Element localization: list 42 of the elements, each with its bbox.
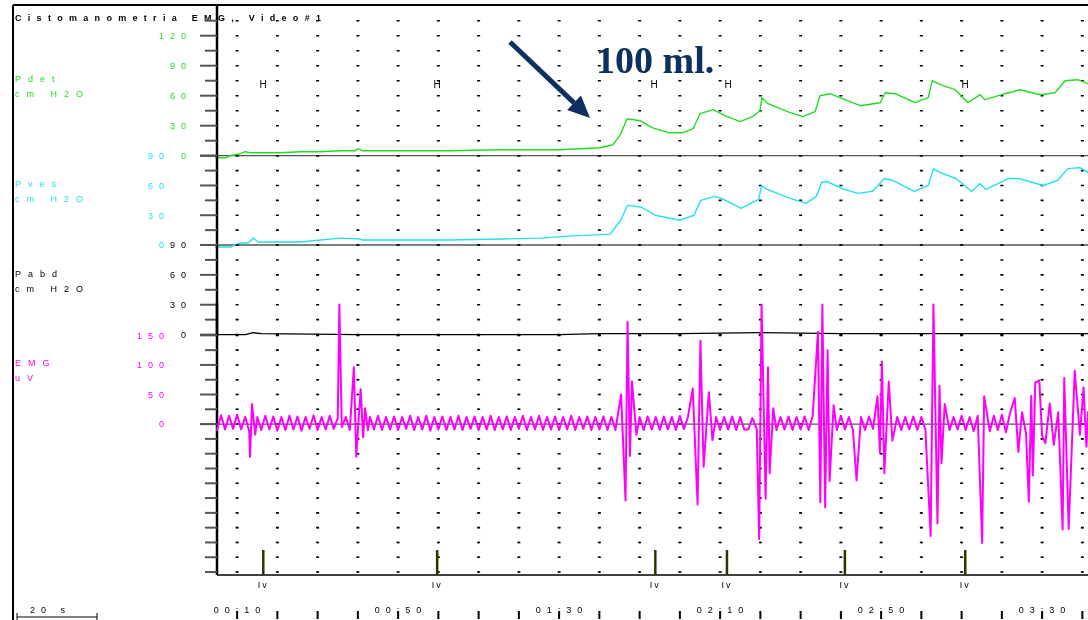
line-series — [216, 79, 1088, 159]
y-tick-label: 60 — [147, 180, 170, 191]
y-axis-title: Pabd cm H2O — [15, 269, 91, 294]
y-tick-label: 0 — [180, 329, 192, 340]
y-tick-label: 60 — [169, 270, 192, 281]
y-tick-label: 60 — [169, 91, 192, 101]
annotation: H — [650, 79, 658, 90]
y-tick-label: 100 — [136, 360, 170, 371]
ref-line-label: Iv — [959, 580, 971, 590]
x-tick-label: 01:30 — [535, 605, 589, 615]
x-tick-label: 00:50 — [374, 605, 428, 615]
annotation: H — [433, 79, 441, 90]
y-axis-title: Pves cm H2O — [15, 179, 91, 204]
y-tick-label: 120 — [158, 31, 192, 41]
x-tick-label: 00:10 — [213, 605, 267, 615]
annotation: H — [724, 79, 732, 90]
y-tick-label: 0 — [158, 419, 170, 430]
x-tick-label: 02:50 — [857, 605, 911, 615]
annotation: H — [259, 79, 267, 90]
y-tick-label: 90 — [147, 151, 170, 161]
y-tick-label: 0 — [158, 240, 170, 251]
x-tick-label: 03:30 — [1018, 605, 1072, 615]
y-tick-label: 90 — [169, 61, 192, 71]
ref-line-label: Iv — [649, 580, 661, 590]
annotation: 100 ml. — [596, 39, 715, 81]
x-tick-label: 02:10 — [696, 605, 750, 615]
y-tick-label: 30 — [169, 121, 192, 131]
annotation: H — [961, 79, 969, 90]
ref-line-label: Iv — [257, 580, 269, 590]
text: 20 s — [30, 605, 72, 615]
y-axis-title: Pdet cm H2O — [15, 74, 91, 99]
y-tick-label: 30 — [169, 300, 192, 311]
y-axis-title: EMG uV — [15, 358, 57, 383]
ref-line-label: Iv — [431, 580, 443, 590]
line-series — [216, 166, 1088, 248]
ref-line-label: Iv — [721, 580, 733, 590]
y-tick-label: 90 — [169, 240, 192, 251]
y-tick-label: 150 — [136, 330, 170, 341]
ref-line-label: Iv — [839, 580, 851, 590]
y-tick-label: 0 — [180, 151, 192, 161]
y-tick-label: 50 — [147, 389, 170, 400]
y-tick-label: 30 — [147, 210, 170, 221]
